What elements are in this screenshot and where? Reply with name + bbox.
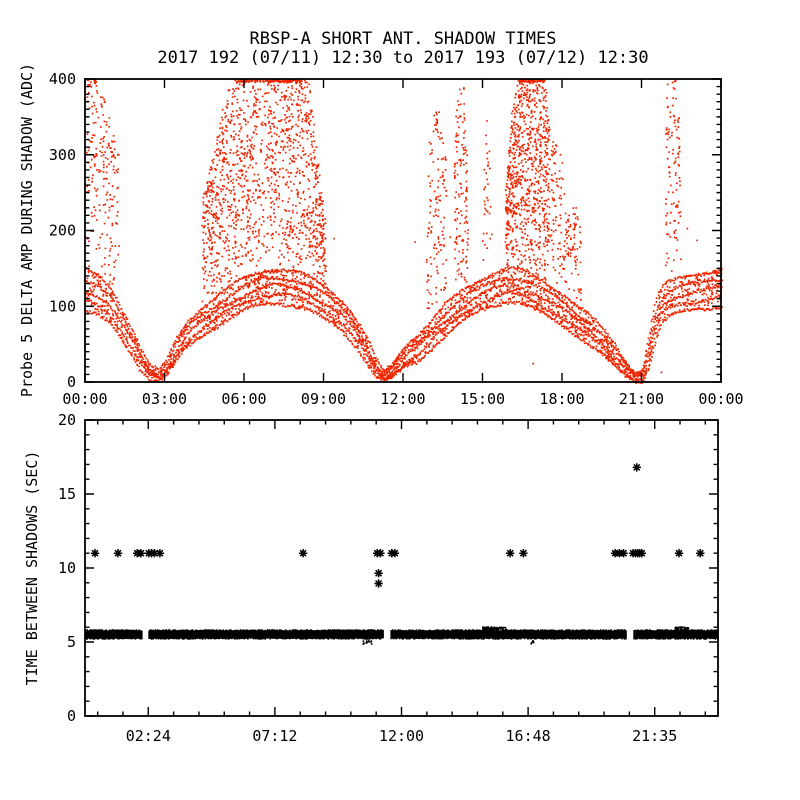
y-tick-label: 0	[67, 373, 76, 391]
y-tick-label: 100	[49, 297, 76, 315]
asterisk-markers	[90, 463, 705, 588]
y-tick-label: 20	[58, 411, 76, 429]
x-tick-label: 02:24	[126, 727, 171, 745]
bottom-scatter-points	[85, 463, 719, 645]
x-tick-label: 21:35	[632, 727, 677, 745]
y-tick-label: 400	[49, 70, 76, 88]
y-tick-label: 15	[58, 485, 76, 503]
bottom-y-axis-label: TIME BETWEEN SHADOWS (SEC)	[23, 451, 41, 686]
x-tick-label: 18:00	[539, 390, 584, 408]
x-tick-label: 07:12	[252, 727, 297, 745]
axis-ticks	[84, 78, 722, 383]
y-tick-label: 10	[58, 559, 76, 577]
x-tick-label: 06:00	[221, 390, 266, 408]
y-tick-label: 0	[67, 707, 76, 725]
x-tick-label: 00:00	[62, 390, 107, 408]
x-tick-label: 16:48	[506, 727, 551, 745]
y-tick-label: 200	[49, 222, 76, 240]
x-tick-label: 03:00	[142, 390, 187, 408]
red-scatter-dots	[84, 78, 724, 384]
shadow-interval-band	[85, 626, 719, 645]
axis-ticks	[85, 419, 718, 717]
y-tick-label: 5	[67, 633, 76, 651]
x-tick-label: 00:00	[698, 390, 743, 408]
plot-title-line2: 2017 192 (07/11) 12:30 to 2017 193 (07/1…	[157, 48, 648, 68]
bottom-panel-axes: 02:24 07:12 12:00 16:48 21:35 0 5 10 15 20	[58, 411, 719, 745]
x-tick-label: 12:00	[379, 727, 424, 745]
bottom-panel: TIME BETWEEN SHADOWS (SEC) 02:24 07:12 12:…	[23, 411, 719, 745]
x-tick-label: 12:00	[380, 390, 425, 408]
x-tick-label: 09:00	[301, 390, 346, 408]
plot-title-line1: RBSP-A SHORT ANT. SHADOW TIMES	[249, 29, 556, 49]
top-panel-axes: 00:00 03:00 06:00 09:00 12:00 15:00 18:00 21:00…	[49, 70, 744, 408]
top-scatter-points	[84, 78, 724, 384]
x-tick-label: 21:00	[619, 390, 664, 408]
top-y-axis-label: Probe 5 DELTA AMP DURING SHADOW (ADC)	[18, 63, 36, 397]
y-tick-label: 300	[49, 146, 76, 164]
top-panel: Probe 5 DELTA AMP DURING SHADOW (ADC) 00…	[18, 63, 744, 408]
x-tick-label: 15:00	[460, 390, 505, 408]
